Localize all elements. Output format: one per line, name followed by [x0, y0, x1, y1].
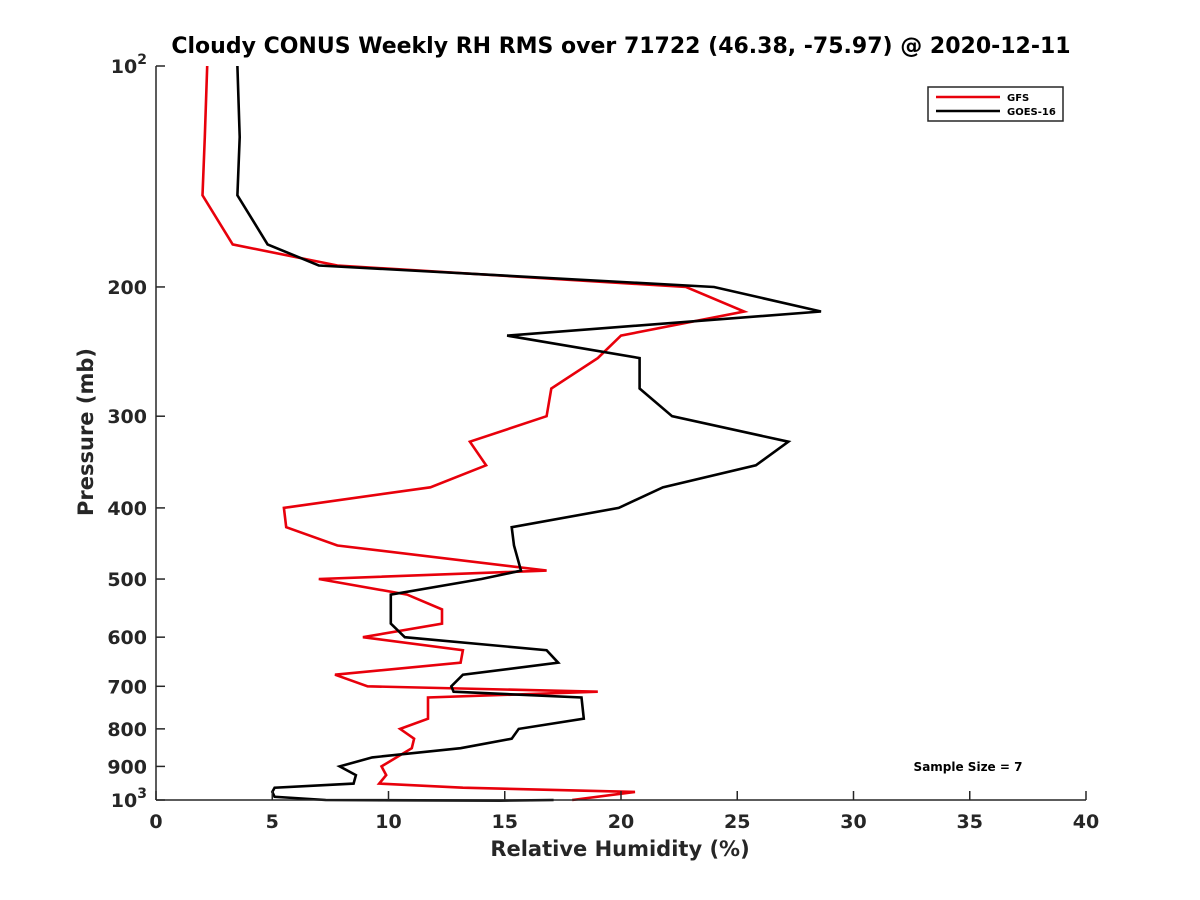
x-tick-label: 25 [724, 811, 750, 833]
x-tick-label: 20 [608, 811, 634, 833]
series-line-gfs [201, 65, 749, 802]
legend-box [927, 86, 1064, 122]
x-tick-label: 40 [1073, 811, 1099, 833]
x-axis-label: Relative Humidity (%) [490, 837, 749, 861]
legend-label-gfs: GFS [1007, 93, 1029, 104]
y-tick-label: 600 [107, 627, 147, 649]
y-tick-label: 103 [111, 786, 147, 812]
x-tick-label: 30 [840, 811, 866, 833]
y-tick-label: 800 [107, 719, 147, 741]
y-tick-label: 700 [107, 676, 147, 698]
x-tick-label: 0 [149, 811, 162, 833]
y-tick-label: 400 [107, 498, 147, 520]
x-tick-label: 35 [957, 811, 983, 833]
legend: GFS GOES-16 [927, 86, 1064, 122]
y-tick-label: 500 [107, 569, 147, 591]
series-line-goes-16 [236, 65, 822, 802]
chart-title: Cloudy CONUS Weekly RH RMS over 71722 (4… [171, 34, 1070, 59]
x-tick-label: 5 [266, 811, 279, 833]
sample-size-annotation: Sample Size = 7 [914, 760, 1023, 774]
y-tick-label: 900 [107, 756, 147, 778]
y-tick-label: 102 [111, 52, 147, 78]
plot-area [201, 65, 822, 802]
x-tick-label: 10 [375, 811, 401, 833]
x-tick-label: 15 [492, 811, 518, 833]
y-tick-label: 300 [107, 406, 147, 428]
y-axis-label: Pressure (mb) [74, 348, 98, 516]
y-tick-label: 200 [107, 277, 147, 299]
y-axis: 102 200 300 400 500 600 700 800 900 103 [107, 52, 165, 812]
legend-label-goes-16: GOES-16 [1007, 107, 1056, 118]
x-axis: 0 5 10 15 20 25 30 35 40 [149, 791, 1099, 833]
